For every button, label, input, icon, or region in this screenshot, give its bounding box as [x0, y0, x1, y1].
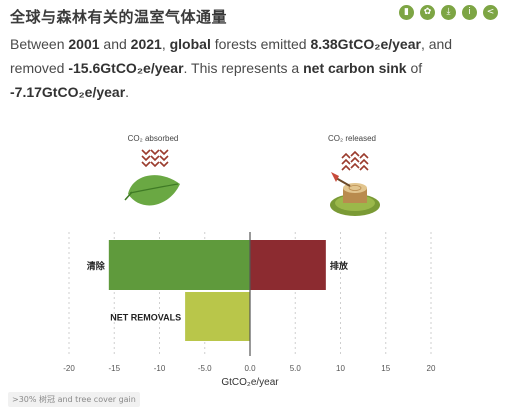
summary-text-1: Between	[10, 36, 69, 52]
up-arrows-icon	[341, 150, 369, 171]
share-icon[interactable]: <	[483, 5, 498, 20]
scope: global	[169, 36, 211, 52]
year-end: 2021	[130, 36, 162, 52]
x-tick-label: 0.0	[244, 364, 256, 373]
x-tick-label: -20	[63, 364, 75, 373]
bar-labels: 清除 排放 NET REMOVALS	[87, 232, 349, 356]
x-tick-label: -15	[108, 364, 120, 373]
footnote-badge: >30% 树冠 and tree cover gain	[8, 392, 140, 407]
bar-label-net: NET REMOVALS	[110, 313, 181, 323]
bar-net[interactable]	[185, 292, 250, 341]
summary-text-3: ,	[161, 36, 170, 52]
bar-label-emissions: 排放	[330, 260, 349, 271]
x-tick-label: -10	[154, 364, 166, 373]
summary-text-6: . This represents a	[183, 60, 304, 76]
bar-label-removals: 清除	[87, 260, 106, 271]
book-icon[interactable]: ▮	[399, 5, 414, 20]
leaf-icon	[124, 175, 180, 206]
sink-label: net carbon sink	[303, 60, 407, 76]
x-tick-label: 10	[336, 364, 345, 373]
down-arrows-icon	[141, 149, 169, 168]
summary-text-4: forests emitted	[210, 36, 311, 52]
bars	[108, 240, 326, 341]
x-axis-ticks: -20 -15 -10 -5.0 0.0 5.0 10 15 20	[63, 364, 436, 373]
gear-icon[interactable]: ✿	[420, 5, 435, 20]
summary-text-2: and	[99, 36, 131, 52]
co2-absorbed-label: CO₂ absorbed	[128, 134, 179, 143]
toolbar: ▮ ✿ ⤓ i <	[399, 5, 498, 20]
x-axis-label: GtCO₂e/year	[221, 377, 279, 388]
x-tick-label: 20	[427, 364, 436, 373]
year-start: 2001	[68, 36, 100, 52]
x-tick-label: 5.0	[290, 364, 302, 373]
co2-released-label: CO₂ released	[328, 134, 376, 143]
summary-text-7: of	[406, 60, 423, 76]
bar-emissions[interactable]	[250, 240, 326, 290]
bar-removals[interactable]	[108, 240, 250, 290]
summary-text-5: , and removed	[10, 36, 453, 76]
net-value: -7.17GtCO₂e/year	[10, 84, 126, 100]
co2-absorbed-illustration: CO₂ absorbed	[124, 134, 180, 206]
summary-text: Between 2001 and 2021, global forests em…	[10, 32, 498, 104]
emitted-value: 8.38GtCO₂e/year	[310, 36, 421, 52]
summary-text-8: .	[125, 84, 130, 100]
chart-title: 全球与森林有关的温室气体通量	[10, 8, 228, 26]
x-tick-label: -5.0	[198, 364, 212, 373]
co2-released-illustration: CO₂ released	[328, 134, 380, 216]
tree-stump-icon	[330, 172, 380, 216]
info-icon[interactable]: i	[462, 5, 477, 20]
removed-value: -15.6GtCO₂e/year	[68, 60, 184, 76]
download-icon[interactable]: ⤓	[441, 5, 456, 20]
x-tick-label: 15	[381, 364, 390, 373]
